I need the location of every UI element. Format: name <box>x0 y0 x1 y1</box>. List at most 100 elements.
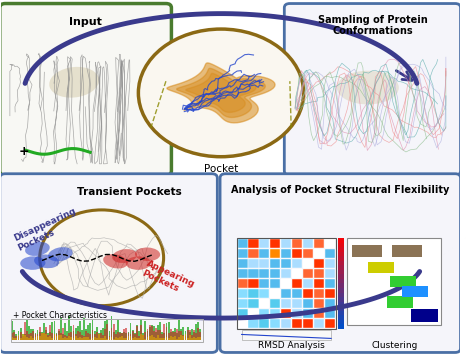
Bar <box>123 332 125 340</box>
Bar <box>85 331 87 340</box>
Bar <box>121 336 123 340</box>
Bar <box>51 338 53 340</box>
Bar <box>62 334 64 340</box>
Bar <box>338 311 344 315</box>
Bar <box>182 335 184 340</box>
Bar <box>28 334 30 340</box>
Bar <box>165 326 167 340</box>
Bar <box>20 328 21 340</box>
Bar <box>73 325 74 340</box>
Bar <box>292 249 302 258</box>
Bar <box>197 328 199 340</box>
Bar <box>282 319 292 328</box>
Bar <box>41 332 43 340</box>
Bar <box>83 318 85 340</box>
Bar <box>259 319 270 328</box>
Bar <box>132 331 134 340</box>
Bar <box>184 334 186 340</box>
Bar <box>66 336 68 340</box>
Bar <box>47 337 49 340</box>
Bar <box>36 330 38 340</box>
Text: Input: Input <box>69 17 102 27</box>
Bar <box>303 259 313 268</box>
Bar <box>390 276 416 287</box>
Bar <box>338 261 344 266</box>
Bar <box>248 289 258 298</box>
Bar <box>338 279 344 283</box>
Bar <box>91 338 93 340</box>
Bar <box>71 337 72 340</box>
Bar <box>22 334 24 340</box>
Bar <box>41 333 43 340</box>
Bar <box>68 336 70 340</box>
Bar <box>106 324 108 340</box>
Bar <box>189 333 191 340</box>
Bar <box>270 279 281 288</box>
Bar <box>134 334 136 340</box>
Bar <box>87 333 89 340</box>
Bar <box>126 333 127 340</box>
Bar <box>20 338 21 340</box>
Bar <box>237 249 247 258</box>
Bar <box>170 329 172 340</box>
Bar <box>126 328 127 340</box>
Bar <box>149 327 151 340</box>
Bar <box>136 325 138 340</box>
Bar <box>90 339 91 340</box>
Bar <box>113 332 115 340</box>
Bar <box>157 325 159 340</box>
Bar <box>145 332 146 340</box>
Ellipse shape <box>112 249 137 263</box>
Bar <box>314 269 324 278</box>
Bar <box>121 333 123 340</box>
Bar <box>149 335 151 340</box>
Bar <box>191 335 193 340</box>
Bar <box>16 334 18 340</box>
Bar <box>35 333 36 340</box>
Bar <box>102 335 104 340</box>
Bar <box>303 249 313 258</box>
Bar <box>161 338 163 340</box>
Bar <box>134 333 136 340</box>
Bar <box>176 339 178 340</box>
Bar <box>195 338 197 340</box>
Bar <box>24 335 26 340</box>
Bar <box>282 269 292 278</box>
Bar <box>338 266 344 270</box>
Bar <box>170 333 172 340</box>
Ellipse shape <box>103 254 128 268</box>
Bar <box>58 335 60 340</box>
Bar <box>130 323 131 340</box>
Bar <box>182 336 184 340</box>
Bar <box>314 279 324 288</box>
Bar <box>303 299 313 308</box>
Bar <box>49 332 51 340</box>
Bar <box>159 330 161 340</box>
Bar <box>325 249 335 258</box>
Bar <box>338 288 344 293</box>
Bar <box>109 336 110 340</box>
Bar <box>11 321 13 340</box>
Bar <box>32 338 34 340</box>
Bar <box>182 327 184 340</box>
Bar <box>123 329 125 340</box>
Bar <box>270 269 281 278</box>
Bar <box>153 326 155 340</box>
Bar <box>55 336 57 340</box>
Bar <box>54 321 55 340</box>
Bar <box>187 330 189 340</box>
Bar <box>140 334 142 340</box>
Bar <box>178 320 180 340</box>
Bar <box>325 299 335 308</box>
Bar <box>325 269 335 278</box>
Bar <box>55 334 57 340</box>
Bar <box>96 338 98 340</box>
Bar <box>130 334 131 340</box>
Bar <box>138 338 140 340</box>
Bar <box>81 338 83 340</box>
Bar <box>237 238 336 329</box>
Bar <box>165 337 167 340</box>
Bar <box>259 239 270 248</box>
Bar <box>237 279 247 288</box>
Bar <box>60 318 62 340</box>
